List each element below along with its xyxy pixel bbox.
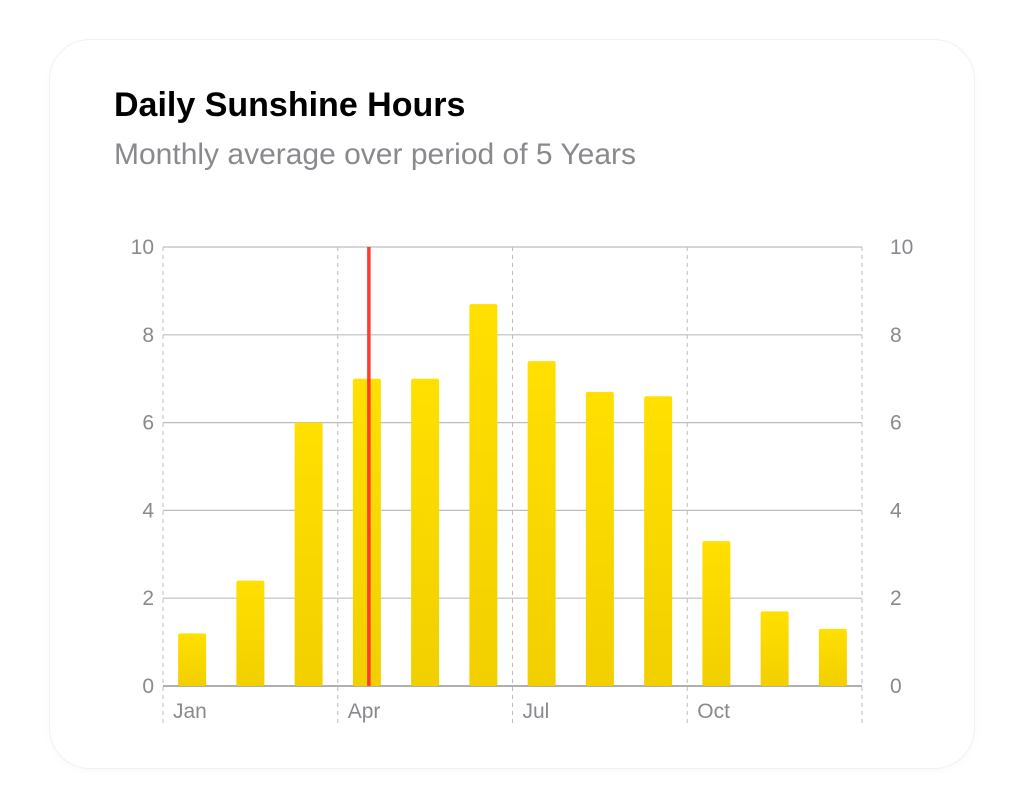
bar-oct <box>702 541 731 686</box>
bar-jun <box>469 304 498 686</box>
bar-nov <box>760 611 789 686</box>
chart-title: Daily Sunshine Hours <box>114 86 466 124</box>
y-tick-label-right: 2 <box>890 587 902 610</box>
bars <box>178 304 847 686</box>
y-tick-label-right: 6 <box>890 412 902 435</box>
x-tick-label: Jul <box>523 700 550 723</box>
x-tick-label: Oct <box>697 700 730 723</box>
bar-mar <box>294 422 323 686</box>
y-tick-label-right: 8 <box>890 324 902 347</box>
chart-subtitle: Monthly average over period of 5 Years <box>114 138 636 171</box>
bar-sep <box>644 396 673 686</box>
gridlines <box>162 246 863 724</box>
bar-jul <box>527 361 556 686</box>
y-tick-label-right: 4 <box>890 499 902 522</box>
y-tick-label-left: 6 <box>142 412 154 435</box>
y-tick-label-left: 0 <box>142 675 154 698</box>
y-tick-label-left: 2 <box>142 587 154 610</box>
y-tick-label-left: 10 <box>131 236 154 259</box>
x-tick-label: Jan <box>173 700 207 723</box>
bar-dec <box>818 628 847 686</box>
bar-apr <box>352 378 381 686</box>
bar-feb <box>236 580 265 686</box>
bar-jan <box>178 633 207 686</box>
bar-may <box>411 378 440 686</box>
y-tick-label-right: 10 <box>890 236 913 259</box>
axis-labels: 0 0 2 2 4 4 6 6 8 8 10 10 Jan Apr Jul Oct <box>131 236 914 723</box>
bar-aug <box>585 391 614 686</box>
y-tick-label-left: 4 <box>142 499 154 522</box>
x-tick-label: Apr <box>348 700 381 723</box>
y-tick-label-left: 8 <box>142 324 154 347</box>
y-tick-label-right: 0 <box>890 675 902 698</box>
